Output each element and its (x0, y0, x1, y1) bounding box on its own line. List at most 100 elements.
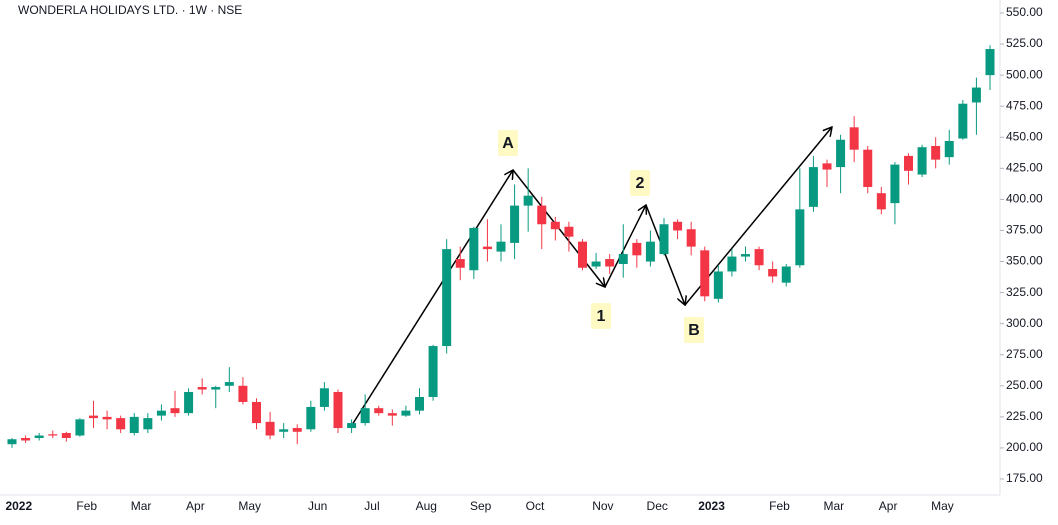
y-tick-label: 350.00 (1006, 254, 1043, 268)
candle-body (21, 437, 31, 441)
candle-body (890, 164, 900, 204)
candle-body (238, 385, 248, 402)
y-tick-label: 475.00 (1006, 98, 1043, 112)
annotation: 2 (636, 175, 645, 192)
y-tick-label: 300.00 (1006, 316, 1043, 330)
candle-body (578, 241, 587, 268)
candle-body (591, 261, 601, 267)
candle-body (713, 271, 723, 299)
candle-body (7, 439, 17, 445)
annotation: A (502, 135, 514, 152)
y-tick-label: 175.00 (1006, 471, 1043, 485)
candle-body (75, 419, 85, 436)
x-tick-label: Feb (76, 499, 97, 513)
candle-body (700, 250, 710, 297)
y-tick-label: 550.00 (1006, 5, 1043, 19)
annotation-box (630, 170, 650, 196)
y-tick-label: 450.00 (1006, 129, 1043, 143)
candle-body (564, 226, 574, 237)
candle-body (279, 429, 289, 432)
candle-body (510, 205, 520, 243)
x-tick-label: Mar (823, 499, 844, 513)
candle-body (618, 254, 628, 265)
candle-body (523, 195, 533, 206)
x-tick-label: Dec (647, 499, 668, 513)
candle-body (211, 387, 221, 390)
x-tick-label: Aug (416, 499, 437, 513)
x-tick-label: Oct (526, 499, 545, 513)
candle-body (781, 266, 791, 283)
annotation: B (688, 322, 700, 339)
candle-body (482, 246, 492, 250)
candle-body (537, 205, 547, 225)
candle-body (374, 408, 384, 414)
y-tick-label: 425.00 (1006, 161, 1043, 175)
candle-body (455, 259, 465, 268)
wave-arrows (351, 127, 832, 426)
candle-body (360, 408, 370, 424)
x-tick-label: Sep (470, 499, 492, 513)
candle-body (319, 388, 329, 407)
candle-body (197, 387, 207, 390)
candle-body (415, 396, 424, 411)
candle-body (387, 413, 397, 416)
candle-body (496, 241, 506, 252)
x-tick-label: May (931, 499, 954, 513)
candle-body (727, 256, 737, 272)
y-tick-label: 250.00 (1006, 378, 1043, 392)
x-tick-label: Feb (769, 499, 790, 513)
annotation-box (498, 130, 518, 156)
candle-body (849, 127, 859, 150)
candle-body (836, 139, 846, 168)
candle-body (944, 140, 954, 158)
candle-body (550, 221, 560, 230)
candle-body (958, 103, 968, 139)
candle-body (306, 406, 316, 430)
y-tick-label: 275.00 (1006, 347, 1043, 361)
candle-body (102, 416, 112, 420)
x-tick-label: Apr (879, 499, 898, 513)
candle-body (347, 423, 357, 429)
x-tick-label: Apr (186, 499, 205, 513)
candle-body (292, 428, 302, 432)
x-tick-label: Mar (131, 499, 152, 513)
candle-body (34, 435, 44, 438)
candle-body (170, 408, 180, 414)
candle-body (428, 346, 438, 397)
arrow (684, 127, 832, 306)
candle-body (252, 401, 261, 424)
candle-body (265, 421, 275, 436)
annotation-box (684, 317, 704, 343)
annotation: 1 (597, 308, 606, 325)
candle-body (876, 193, 886, 210)
y-tick-label: 200.00 (1006, 440, 1043, 454)
arrow (645, 204, 685, 305)
candle-body (156, 410, 166, 416)
candle-body (645, 241, 655, 262)
candle-body (686, 229, 696, 247)
x-tick-label: Jul (364, 499, 379, 513)
candle-body (224, 382, 234, 386)
annotation-box (591, 303, 611, 329)
candle-body (808, 167, 818, 207)
candle-body (822, 163, 832, 170)
candle-body (673, 221, 683, 231)
chart-title: WONDERLA HOLIDAYS LTD. · 1W · NSE (18, 3, 242, 17)
candle-body (184, 392, 194, 414)
candle-body (61, 433, 71, 438)
candle-body (904, 155, 913, 171)
candle-body (971, 87, 981, 103)
candle-body (917, 147, 927, 175)
x-tick-label: May (238, 499, 261, 513)
candle-body (129, 416, 139, 434)
y-tick-label: 325.00 (1006, 285, 1043, 299)
candle-body (48, 434, 58, 436)
candle-body (143, 418, 153, 430)
candle-body (659, 224, 669, 255)
y-tick-label: 525.00 (1006, 36, 1043, 50)
y-tick-label: 400.00 (1006, 192, 1043, 206)
y-tick-label: 500.00 (1006, 67, 1043, 81)
candle-body (401, 410, 411, 416)
candle-body (89, 415, 98, 419)
